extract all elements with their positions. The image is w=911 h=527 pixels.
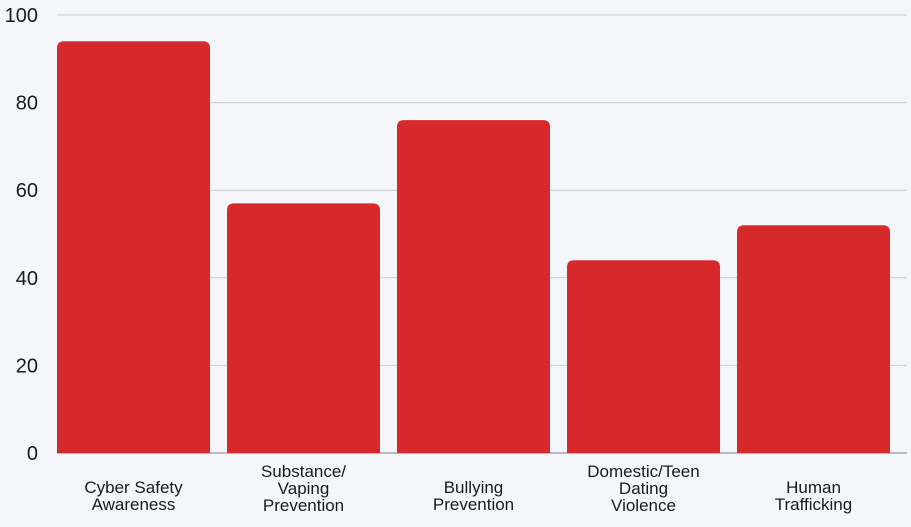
- bar: [397, 120, 550, 454]
- y-tick-label: 20: [16, 355, 38, 377]
- y-tick-label: 40: [16, 268, 38, 290]
- x-tick-label: Domestic/Teen Dating Violence: [587, 462, 699, 515]
- x-tick-label-line: Substance/: [261, 462, 346, 481]
- x-tick-label-line: Domestic/Teen: [587, 462, 699, 481]
- bars: [57, 41, 890, 454]
- bar: [227, 203, 380, 453]
- x-tick-label-line: Awareness: [92, 495, 176, 514]
- y-tick-label: 60: [16, 180, 38, 202]
- x-tick-label-line: Dating: [619, 479, 668, 498]
- x-tick-label-line: Trafficking: [775, 495, 852, 514]
- x-tick-label-line: Human: [786, 478, 841, 497]
- x-tick-label: Human Trafficking: [775, 478, 852, 514]
- x-tick-label-line: Violence: [611, 496, 676, 515]
- bar: [567, 260, 720, 453]
- bar: [737, 225, 890, 453]
- bar: [57, 41, 210, 453]
- x-tick-label: Substance/Vaping Prevention: [261, 462, 346, 515]
- y-tick-label: 0: [27, 443, 38, 465]
- x-tick-label: Cyber Safety Awareness: [84, 478, 183, 514]
- x-tick-label-line: Prevention: [263, 496, 344, 515]
- y-axis-ticks: 0 20 40 60 80 100: [5, 5, 38, 465]
- x-tick-label-line: Prevention: [433, 495, 514, 514]
- x-tick-label-line: Cyber Safety: [84, 478, 183, 497]
- x-tick-label-line: Vaping: [278, 479, 330, 498]
- x-tick-label: Bullying Prevention: [433, 478, 514, 514]
- y-tick-label: 100: [5, 5, 38, 27]
- x-tick-label-line: Bullying: [444, 478, 504, 497]
- y-tick-label: 80: [16, 93, 38, 115]
